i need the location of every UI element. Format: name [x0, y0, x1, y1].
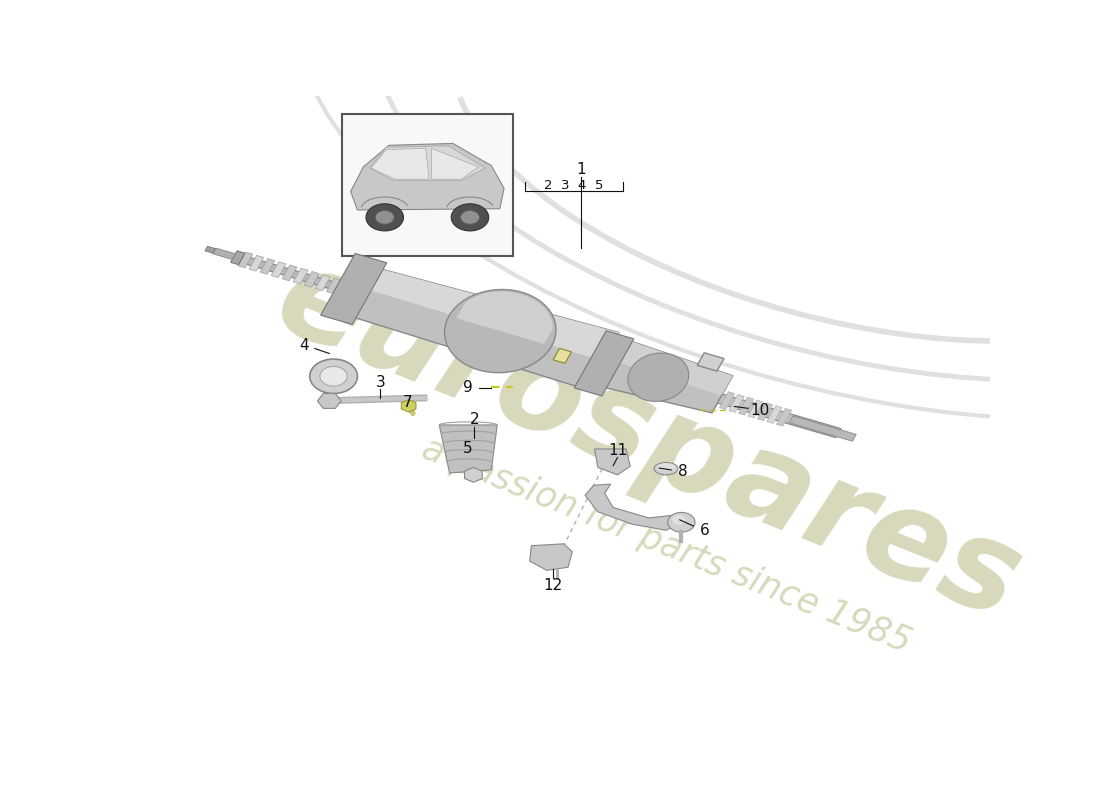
Polygon shape: [456, 291, 553, 344]
Text: a passion for parts since 1985: a passion for parts since 1985: [417, 432, 915, 660]
Ellipse shape: [654, 462, 678, 475]
Polygon shape: [235, 254, 342, 291]
Circle shape: [451, 204, 488, 231]
Polygon shape: [205, 246, 216, 253]
Polygon shape: [316, 274, 330, 290]
Polygon shape: [717, 394, 842, 438]
Polygon shape: [327, 278, 341, 294]
Polygon shape: [748, 400, 763, 418]
Polygon shape: [351, 143, 504, 210]
Circle shape: [366, 204, 404, 231]
Polygon shape: [777, 408, 792, 426]
Text: 6: 6: [700, 522, 710, 538]
Text: 1: 1: [576, 162, 585, 178]
Polygon shape: [444, 290, 556, 373]
Polygon shape: [371, 148, 429, 179]
Polygon shape: [329, 262, 619, 390]
Polygon shape: [530, 544, 572, 570]
Polygon shape: [574, 330, 634, 396]
Text: 9: 9: [463, 380, 473, 395]
Text: 12: 12: [543, 578, 562, 594]
Polygon shape: [271, 262, 286, 278]
Polygon shape: [344, 262, 619, 361]
Text: 7: 7: [403, 395, 412, 410]
Text: eurospares: eurospares: [260, 237, 1038, 645]
Text: 5: 5: [463, 441, 472, 456]
Polygon shape: [249, 255, 264, 271]
Polygon shape: [283, 265, 297, 281]
Polygon shape: [231, 251, 245, 265]
Polygon shape: [758, 402, 772, 421]
Circle shape: [461, 210, 480, 224]
Polygon shape: [212, 248, 235, 259]
Polygon shape: [594, 338, 733, 413]
Text: 2: 2: [470, 412, 480, 427]
Polygon shape: [608, 338, 733, 396]
Text: 4: 4: [299, 338, 308, 353]
Polygon shape: [439, 425, 497, 473]
Polygon shape: [431, 148, 478, 179]
Polygon shape: [370, 146, 485, 180]
Polygon shape: [320, 254, 387, 325]
Polygon shape: [260, 258, 275, 274]
Polygon shape: [738, 398, 754, 415]
Polygon shape: [767, 406, 782, 423]
Circle shape: [320, 366, 348, 386]
Text: 10: 10: [750, 402, 769, 418]
Polygon shape: [789, 416, 856, 442]
Polygon shape: [585, 484, 679, 530]
Polygon shape: [294, 268, 308, 284]
Polygon shape: [719, 392, 735, 410]
Text: 8: 8: [679, 464, 688, 479]
Text: 3: 3: [375, 375, 385, 390]
Circle shape: [310, 359, 358, 394]
Text: 11: 11: [608, 442, 627, 458]
Circle shape: [672, 515, 685, 525]
Polygon shape: [628, 353, 689, 402]
Bar: [342, 114, 513, 256]
Circle shape: [375, 210, 394, 224]
Text: 2  3  4  5: 2 3 4 5: [544, 179, 604, 192]
Polygon shape: [729, 394, 745, 412]
Circle shape: [668, 513, 695, 532]
Polygon shape: [305, 271, 319, 287]
Polygon shape: [553, 348, 571, 363]
Polygon shape: [238, 252, 253, 268]
Ellipse shape: [657, 463, 675, 470]
Polygon shape: [594, 449, 630, 475]
Polygon shape: [697, 353, 724, 371]
